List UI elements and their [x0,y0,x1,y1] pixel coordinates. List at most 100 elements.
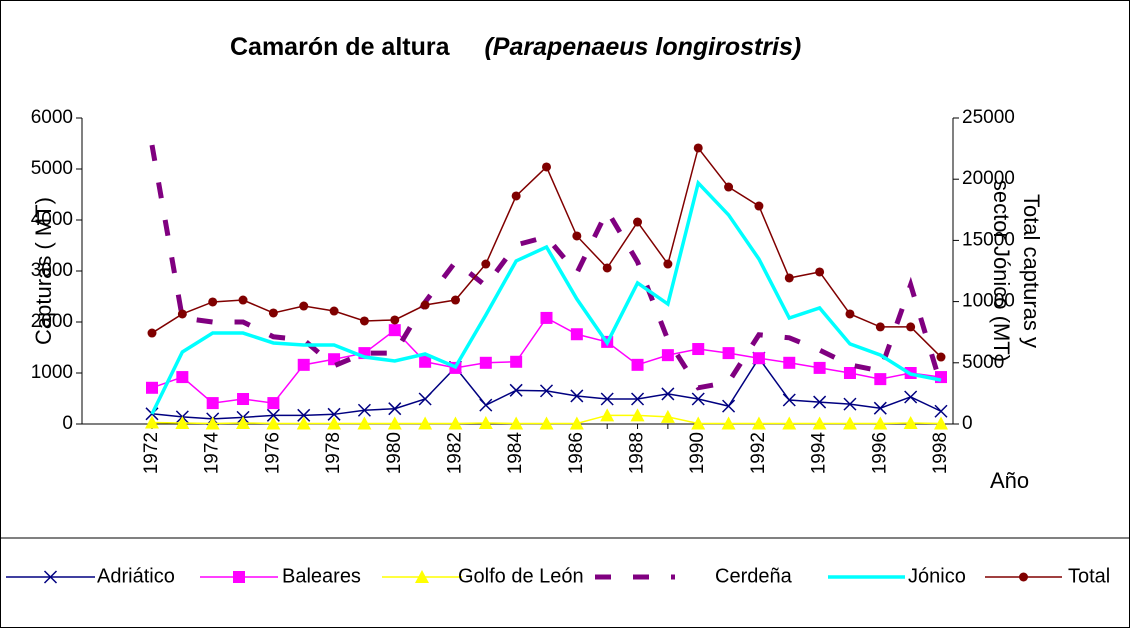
y-tick-label: 4000 [31,209,73,230]
data-point [357,416,372,430]
y2-tick-label: 25000 [962,107,1015,128]
data-point [418,416,433,430]
y-tick-label: 0 [62,413,73,434]
data-point [539,384,554,398]
data-point [420,300,430,310]
data-point [661,349,674,362]
data-point [570,389,584,403]
data-point [692,343,705,356]
data-point [934,404,948,418]
data-point [327,407,341,421]
data-point [327,416,342,430]
legend-marker [415,570,429,583]
data-point [268,308,278,318]
data-point [176,371,189,384]
data-point [782,393,796,407]
data-point [539,416,554,430]
data-point [359,316,369,326]
data-point [722,399,736,413]
data-point [297,408,311,422]
data-point [600,392,614,406]
y2-tick-label: 15000 [962,229,1015,250]
data-point [754,201,764,211]
data-point [510,355,523,368]
data-point [266,416,281,430]
data-point [600,408,615,422]
data-point [782,416,797,430]
data-point [842,416,857,430]
x-tick-label: 1988 [627,432,648,474]
data-point [478,415,493,429]
x-tick-label: 1978 [323,432,344,474]
data-point [509,416,524,430]
data-point [419,355,432,368]
legend-label: Cerdeña [715,565,793,587]
y-tick-label: 2000 [31,311,73,332]
data-point [479,356,492,369]
data-point [812,416,827,430]
data-point [660,409,675,423]
data-point [721,416,736,430]
x-tick-label: 1986 [566,432,587,474]
data-point [903,415,918,429]
data-point [873,401,887,415]
legend-marker [233,571,245,583]
data-point [815,267,825,277]
data-point [633,217,643,227]
data-point [874,373,887,386]
y-tick-label: 5000 [31,158,73,179]
data-point [511,191,521,201]
data-point [936,352,946,362]
series-line [150,179,942,415]
x-tick-label: 1990 [687,432,708,474]
data-point [691,416,706,430]
data-point [238,295,248,305]
data-point [661,387,675,401]
data-point [813,395,827,409]
data-point [691,392,705,406]
data-point [145,415,159,429]
x-tick-label: 1998 [930,432,951,474]
data-point [724,182,734,192]
y-axis-label: Capturas ( MT) [31,197,56,345]
y-tick-label: 3000 [31,260,73,281]
chart-title: Camarón de altura (Parapenaeus longirost… [230,33,801,61]
data-point [570,328,583,341]
x-tick-label: 1980 [384,432,405,474]
x-tick-label: 1982 [444,432,465,474]
data-point [329,306,339,316]
data-point [388,402,402,416]
data-point [481,259,491,269]
data-point [843,367,856,379]
data-point [448,416,463,430]
y2-axis-label-line: sector Jónico (MT) [989,180,1014,362]
data-point [572,231,582,241]
data-point [630,408,645,422]
data-point [208,297,218,307]
data-point [906,322,916,332]
data-point [175,415,190,429]
legend-marker [43,570,58,584]
data-point [267,397,280,410]
data-point [147,328,157,338]
x-tick-label: 1984 [505,432,526,475]
data-point [357,403,371,417]
y2-tick-label: 10000 [962,291,1015,312]
data-point [875,322,885,332]
x-tick-label: 1974 [202,432,223,475]
data-point [843,397,857,411]
y2-tick-label: 5000 [962,352,1004,373]
data-point [783,356,796,369]
legend-label: Golfo de León [458,565,584,587]
x-tick-label: 1976 [262,432,283,474]
y2-tick-label: 0 [962,413,973,434]
data-point [631,358,644,371]
data-point [509,383,523,397]
data-point [873,416,888,430]
data-point [177,309,187,319]
y2-axis-label-line: Total capturas y [1019,194,1044,348]
legend-label: Adriático [97,565,175,587]
data-point [236,415,251,429]
